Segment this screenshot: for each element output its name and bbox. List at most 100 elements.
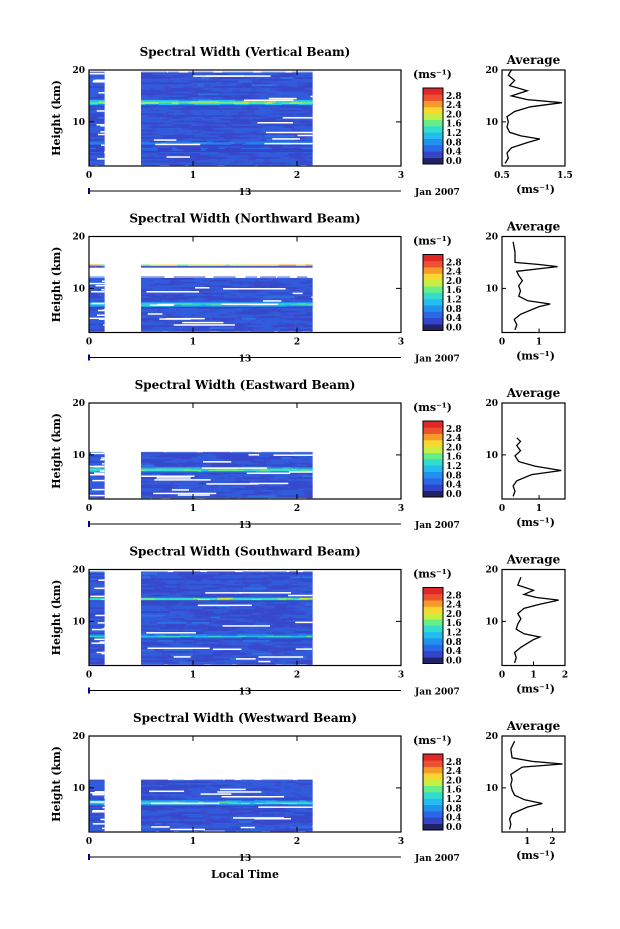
- heatmap-cell: [173, 158, 201, 161]
- heatmap-cell: [195, 135, 218, 137]
- heatmap-cell: [256, 292, 268, 295]
- y-tick-label: 10: [72, 284, 85, 294]
- heatmap-cell: [264, 135, 295, 137]
- heatmap-cell: [277, 652, 285, 655]
- heatmap-cell: [289, 162, 297, 165]
- heatmap-cell: [270, 621, 281, 624]
- heatmap-cell: [154, 574, 179, 577]
- heatmap-cell: [89, 118, 105, 121]
- heatmap-cell: [274, 797, 297, 800]
- heatmap-cell: [202, 451, 231, 454]
- heatmap-cell: [89, 578, 98, 581]
- heatmap-cell: [211, 84, 236, 87]
- heatmap-cell: [298, 278, 313, 280]
- heatmap-cell: [230, 819, 255, 822]
- colorbar-swatch: [423, 311, 443, 319]
- layer-cell: [89, 101, 100, 103]
- heatmap-cell: [311, 479, 313, 481]
- heatmap-cell: [269, 576, 289, 579]
- layer-cell: [172, 103, 179, 106]
- heatmap-cell: [212, 464, 243, 467]
- layer-cell: [201, 600, 217, 602]
- heatmap-cell: [222, 810, 230, 813]
- layer-cell: [185, 638, 202, 640]
- layer-cell: [193, 467, 201, 469]
- layer-cell: [262, 150, 276, 152]
- heatmap-cell: [155, 455, 176, 458]
- heatmap-cell: [295, 781, 313, 783]
- heatmap-cell: [281, 663, 297, 666]
- heatmap-cell: [300, 120, 310, 123]
- average-x-tick-label: 0: [499, 504, 505, 514]
- layer-cell: [238, 468, 254, 470]
- heatmap-cell: [89, 821, 105, 823]
- layer-cell: [100, 805, 105, 807]
- layer-cell: [187, 301, 197, 304]
- layer-cell: [178, 99, 186, 102]
- heatmap-cell: [141, 572, 158, 575]
- heatmap-cell: [161, 495, 169, 498]
- heatmap-cell: [156, 781, 187, 783]
- heatmap-cell: [259, 316, 275, 318]
- heatmap-cell: [170, 605, 197, 608]
- layer-cell: [300, 801, 309, 803]
- heatmap-cell: [141, 95, 149, 97]
- layer-cell: [226, 149, 242, 151]
- heatmap-cell: [89, 589, 105, 592]
- heatmap-cell: [141, 580, 154, 582]
- layer-cell: [89, 468, 105, 470]
- heatmap-cell: [188, 477, 217, 480]
- heatmap-cell: [141, 788, 151, 791]
- heatmap-cell: [305, 162, 313, 165]
- layer-cell: [254, 800, 265, 802]
- layer-cell: [141, 598, 157, 601]
- heatmap-cell: [162, 131, 193, 134]
- heatmap-cell: [89, 813, 101, 816]
- layer-cell: [306, 636, 313, 639]
- data-gap: [97, 133, 105, 136]
- colorbar-swatch: [423, 760, 443, 767]
- data-gap: [197, 604, 252, 607]
- heatmap-cell: [141, 625, 160, 628]
- layer-cell: [292, 600, 302, 602]
- heatmap-cell: [261, 323, 278, 326]
- heatmap-cell: [297, 146, 313, 148]
- heatmap-cell: [250, 583, 261, 586]
- heatmap-cell: [89, 571, 105, 573]
- heatmap-cell: [258, 78, 274, 81]
- colorbar-swatch: [423, 587, 443, 595]
- colorbar-tick-label: 0.4: [446, 814, 462, 824]
- y-axis-label: Height (km): [50, 413, 63, 489]
- heatmap-cell: [208, 627, 239, 630]
- heatmap-cell: [235, 327, 255, 329]
- colorbar-swatch: [423, 465, 443, 472]
- heatmap-cell: [89, 781, 105, 783]
- data-gap: [217, 791, 262, 793]
- heatmap-cell: [176, 632, 187, 635]
- heatmap-cell: [141, 453, 161, 456]
- heatmap-cell: [274, 649, 305, 651]
- colorbar-tick-label: 0.8: [446, 138, 462, 148]
- heatmap-cell: [267, 488, 296, 490]
- layer-cell: [304, 266, 313, 268]
- layer-cell: [248, 102, 265, 104]
- heatmap-cell: [239, 288, 263, 291]
- heatmap-cell: [250, 106, 280, 108]
- layer-cell: [278, 305, 288, 307]
- average-x-label: (ms⁻¹): [516, 183, 555, 196]
- heatmap-cell: [228, 314, 254, 317]
- layer-cell: [253, 143, 261, 145]
- heatmap-cell: [182, 464, 196, 467]
- heatmap-cell: [227, 616, 257, 619]
- heatmap-cell: [180, 480, 208, 483]
- heatmap-cell: [251, 84, 277, 87]
- heatmap-cell: [277, 330, 290, 333]
- heatmap-cell: [260, 784, 275, 787]
- colorbar-swatch: [423, 446, 443, 453]
- layer-cell: [141, 149, 159, 151]
- heatmap-cell: [153, 87, 165, 90]
- colorbar-tick-label: 2.8: [446, 591, 462, 601]
- heatmap-cell: [210, 822, 239, 825]
- heatmap-cell: [141, 319, 149, 322]
- layer-cell: [178, 103, 195, 106]
